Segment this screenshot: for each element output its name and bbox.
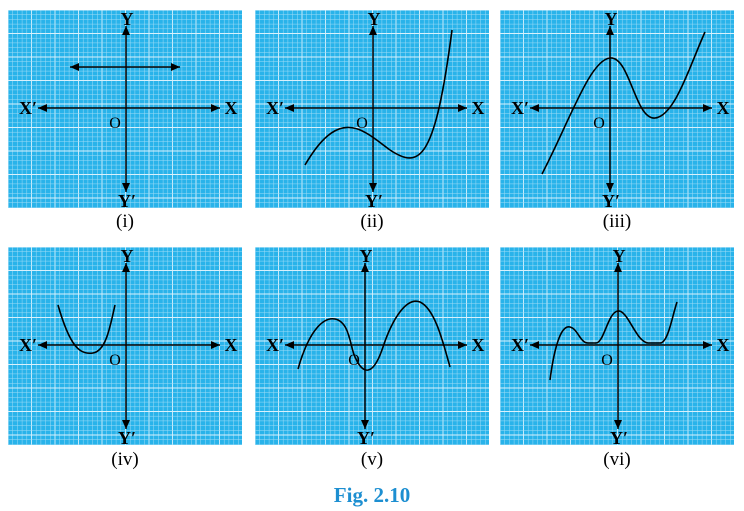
panel-ii: X X′ Y Y′ O [255, 10, 489, 208]
polynomial-curve [297, 300, 451, 371]
axes: X X′ Y Y′ O [266, 247, 485, 445]
axes: X X′ Y Y′ O [19, 247, 238, 445]
panel-v: X X′ Y Y′ O [255, 247, 489, 445]
axes: X X′ Y Y′ O [511, 247, 730, 445]
graph-iii: X X′ Y Y′ O [500, 10, 734, 208]
y-axis-label: Y [121, 10, 134, 29]
y-neg-axis-label: Y′ [118, 191, 136, 208]
graph-iv: X X′ Y Y′ O [8, 247, 242, 445]
origin-label: O [356, 115, 368, 132]
panel-i: X X′ Y Y′ O [8, 10, 242, 208]
graph-v: X X′ Y Y′ O [255, 247, 489, 445]
label-iii: (iii) [602, 211, 632, 232]
polynomial-curve [549, 301, 678, 381]
y-axis-label: Y [360, 247, 373, 266]
label-i: (i) [116, 211, 134, 232]
x-axis-label: X [472, 335, 485, 355]
label-v: (v) [360, 449, 384, 470]
line-arrow-right [171, 63, 180, 71]
axes: X X′ Y Y′ O [511, 10, 730, 208]
graph-ii: X X′ Y Y′ O [255, 10, 489, 208]
origin-label: O [109, 115, 121, 132]
label-ii: (ii) [360, 211, 384, 232]
label-vi: (vi) [603, 449, 631, 470]
x-axis-label: X [225, 335, 238, 355]
graph-vi: X X′ Y Y′ O [500, 247, 734, 445]
y-axis-label: Y [605, 10, 618, 29]
label-iv: (iv) [111, 449, 139, 470]
x-neg-axis-label: X′ [266, 335, 284, 355]
cubic-curve [541, 31, 706, 175]
graph-i: X X′ Y Y′ O [8, 10, 242, 208]
x-axis-label: X [225, 98, 238, 118]
origin-label: O [109, 352, 121, 369]
y-axis-label: Y [368, 10, 381, 29]
x-axis-label: X [717, 335, 730, 355]
origin-label: O [601, 352, 613, 369]
cubic-curve [304, 29, 453, 166]
origin-label: O [348, 352, 360, 369]
x-neg-axis-label: X′ [19, 335, 37, 355]
parabola-curve [57, 304, 116, 355]
axes: X X′ Y Y′ O [19, 10, 238, 208]
axes: X X′ Y Y′ O [266, 10, 485, 208]
y-neg-axis-label: Y′ [602, 191, 620, 208]
x-neg-axis-label: X′ [511, 335, 529, 355]
y-neg-axis-label: Y′ [610, 428, 628, 445]
y-axis-label: Y [613, 247, 626, 266]
y-neg-axis-label: Y′ [357, 428, 375, 445]
grid-lines [8, 247, 242, 445]
panel-iv: X X′ Y Y′ O [8, 247, 242, 445]
y-neg-axis-label: Y′ [118, 428, 136, 445]
origin-label: O [593, 115, 605, 132]
x-neg-axis-label: X′ [266, 98, 284, 118]
y-axis-label: Y [121, 247, 134, 266]
y-neg-axis-label: Y′ [365, 191, 383, 208]
figure-caption: Fig. 2.10 [333, 483, 411, 507]
x-neg-axis-label: X′ [511, 98, 529, 118]
x-axis-label: X [472, 98, 485, 118]
line-arrow-left [70, 63, 79, 71]
panel-vi: X X′ Y Y′ O [500, 247, 734, 445]
x-axis-label: X [717, 98, 730, 118]
grid-lines [8, 10, 242, 208]
x-neg-axis-label: X′ [19, 98, 37, 118]
panel-iii: X X′ Y Y′ O [500, 10, 734, 208]
